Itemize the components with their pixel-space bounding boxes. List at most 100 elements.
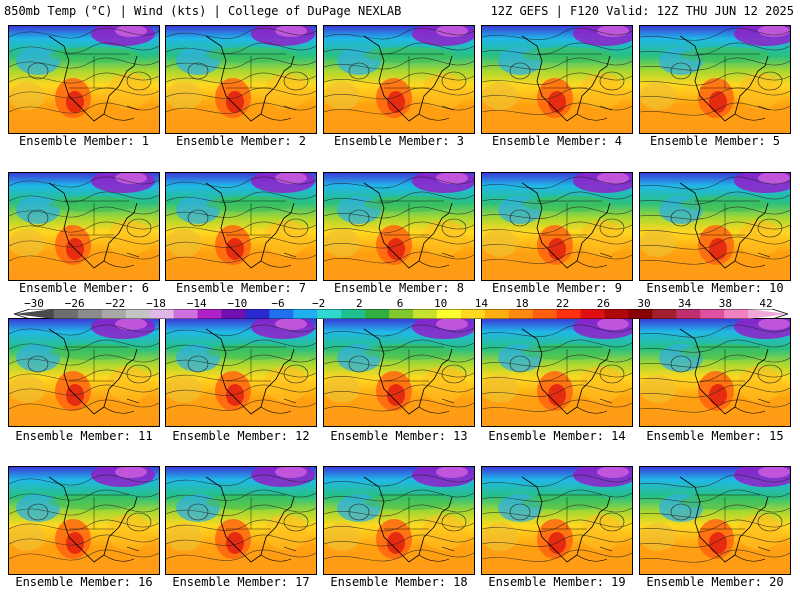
ensemble-map-panel: [481, 172, 633, 281]
ensemble-map-panel: [165, 466, 317, 575]
map-image: [9, 26, 159, 133]
map-image: [482, 319, 632, 426]
ensemble-member-label: Ensemble Member: 9: [491, 281, 623, 295]
ensemble-member-label: Ensemble Member: 17: [172, 575, 310, 589]
ensemble-map-panel: [8, 466, 160, 575]
ensemble-member-label: Ensemble Member: 13: [330, 429, 468, 443]
colorbar-tick-label: 10: [434, 297, 448, 310]
ensemble-member-label: Ensemble Member: 2: [175, 134, 307, 148]
colorbar-segment: [652, 309, 677, 319]
colorbar-segment: [221, 309, 246, 319]
map-image: [166, 467, 316, 574]
colorbar-tick-label: −2: [312, 297, 326, 310]
colorbar-segment: [580, 309, 605, 319]
ensemble-member-label: Ensemble Member: 8: [333, 281, 465, 295]
map-image: [166, 319, 316, 426]
ensemble-map-panel: [323, 25, 475, 134]
colorbar-tick-label: 22: [556, 297, 570, 310]
colorbar-tick-label: 38: [718, 297, 732, 310]
colorbar-segment: [484, 309, 510, 319]
map-image: [324, 467, 474, 574]
ensemble-map-panel: [8, 172, 160, 281]
ensemble-member-label: Ensemble Member: 18: [330, 575, 468, 589]
colorbar-segment: [125, 309, 151, 319]
ensemble-member-label: Ensemble Member: 20: [646, 575, 784, 589]
colorbar-tick-label: −10: [227, 297, 248, 310]
colorbar-tick-label: 34: [678, 297, 692, 310]
ensemble-map-panel: [165, 318, 317, 427]
colorbar-segment: [197, 309, 222, 319]
ensemble-map-panel: [323, 172, 475, 281]
colorbar-segment: [628, 309, 653, 319]
colorbar-segment: [724, 309, 749, 319]
map-image: [324, 319, 474, 426]
ensemble-member-label: Ensemble Member: 14: [488, 429, 626, 443]
ensemble-map-panel: [639, 466, 791, 575]
map-image: [9, 173, 159, 280]
colorbar-segment: [748, 309, 788, 319]
valid-time: 12Z GEFS | F120 Valid: 12Z THU JUN 12 20…: [490, 4, 794, 18]
map-image: [640, 26, 790, 133]
ensemble-member-label: Ensemble Member: 16: [15, 575, 153, 589]
ensemble-member-label: Ensemble Member: 5: [649, 134, 781, 148]
colorbar-segment: [317, 309, 342, 319]
colorbar-segment: [53, 309, 79, 319]
map-image: [166, 26, 316, 133]
colorbar-tick-label: 18: [515, 297, 529, 310]
map-title: 850mb Temp (°C) | Wind (kts) | College o…: [4, 4, 402, 18]
ensemble-member-label: Ensemble Member: 10: [646, 281, 784, 295]
colorbar-segment: [604, 309, 629, 319]
ensemble-member-label: Ensemble Member: 4: [491, 134, 623, 148]
ensemble-map-panel: [481, 466, 633, 575]
colorbar-segment: [556, 309, 582, 319]
colorbar-segment: [508, 309, 534, 319]
colorbar-segment: [77, 309, 103, 319]
colorbar-tick-label: 6: [396, 297, 404, 310]
colorbar-tick-label: 42: [759, 297, 773, 310]
map-image: [640, 319, 790, 426]
ensemble-member-label: Ensemble Member: 12: [172, 429, 310, 443]
ensemble-map-panel: [481, 25, 633, 134]
colorbar-segment: [293, 309, 318, 319]
colorbar-segment: [14, 309, 54, 319]
colorbar-segment: [389, 309, 414, 319]
map-image: [482, 467, 632, 574]
ensemble-member-label: Ensemble Member: 6: [18, 281, 150, 295]
ensemble-map-panel: [639, 318, 791, 427]
colorbar-segment: [269, 309, 294, 319]
ensemble-map-panel: [8, 25, 160, 134]
colorbar-segment: [676, 309, 701, 319]
ensemble-member-label: Ensemble Member: 7: [175, 281, 307, 295]
colorbar-tick-label: −26: [64, 297, 85, 310]
colorbar-segment: [412, 309, 438, 319]
colorbar-tick-label: −30: [24, 297, 44, 310]
colorbar-segment: [700, 309, 725, 319]
colorbar-segment: [460, 309, 486, 319]
colorbar-segment: [149, 309, 175, 319]
ensemble-map-panel: [481, 318, 633, 427]
ensemble-map-panel: [165, 25, 317, 134]
map-image: [9, 319, 159, 426]
map-image: [9, 467, 159, 574]
colorbar-segment: [532, 309, 558, 319]
colorbar-tick-label: −22: [105, 297, 126, 310]
ensemble-map-panel: [8, 318, 160, 427]
colorbar-segment: [245, 309, 270, 319]
colorbar-tick-label: 30: [637, 297, 651, 310]
colorbar-tick-label: −18: [146, 297, 166, 310]
map-image: [166, 173, 316, 280]
ensemble-member-label: Ensemble Member: 11: [15, 429, 153, 443]
map-image: [324, 26, 474, 133]
colorbar-tick-label: −14: [186, 297, 207, 310]
map-image: [640, 173, 790, 280]
ensemble-member-label: Ensemble Member: 3: [333, 134, 465, 148]
map-image: [640, 467, 790, 574]
ensemble-map-panel: [323, 318, 475, 427]
temperature-colorbar: [14, 309, 788, 319]
ensemble-map-panel: [165, 172, 317, 281]
colorbar-segment: [341, 309, 366, 319]
colorbar-segment: [173, 309, 199, 319]
ensemble-member-label: Ensemble Member: 15: [646, 429, 784, 443]
colorbar-tick-label: −6: [271, 297, 285, 310]
colorbar-tick-label: 26: [596, 297, 610, 310]
